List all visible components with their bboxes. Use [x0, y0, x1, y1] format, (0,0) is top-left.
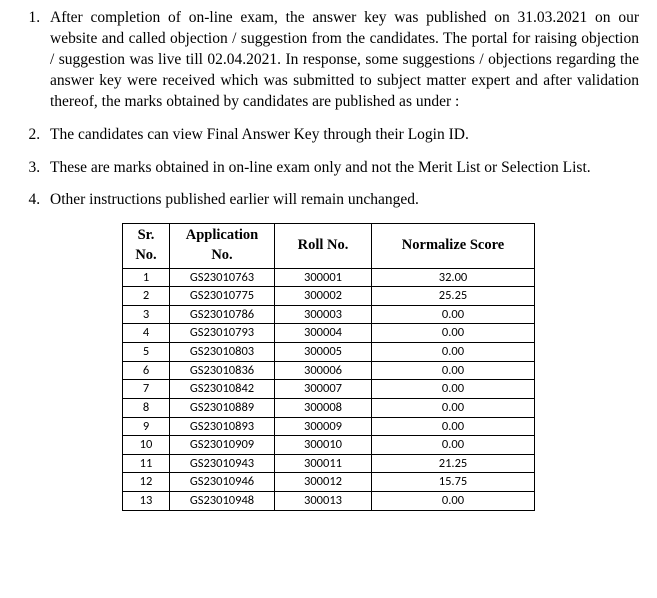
table-cell: 300012: [275, 473, 372, 492]
table-cell: 9: [123, 417, 170, 436]
table-cell: 300002: [275, 287, 372, 306]
table-cell: GS23010948: [170, 492, 275, 511]
table-row: 1GS2301076330000132.00: [123, 268, 535, 287]
table-row: 9GS230108933000090.00: [123, 417, 535, 436]
table-cell: GS23010893: [170, 417, 275, 436]
table-cell: 25.25: [372, 287, 535, 306]
table-cell: GS23010909: [170, 436, 275, 455]
table-cell: GS23010775: [170, 287, 275, 306]
table-cell: 5: [123, 343, 170, 362]
table-cell: 300004: [275, 324, 372, 343]
table-header-row: Sr. No. Application No. Roll No. Normali…: [123, 224, 535, 268]
table-cell: 4: [123, 324, 170, 343]
table-cell: 3: [123, 305, 170, 324]
table-cell: 0.00: [372, 343, 535, 362]
table-row: 8GS230108893000080.00: [123, 398, 535, 417]
table-cell: 0.00: [372, 361, 535, 380]
table-cell: 21.25: [372, 454, 535, 473]
table-cell: 300001: [275, 268, 372, 287]
table-row: 6GS230108363000060.00: [123, 361, 535, 380]
list-item: These are marks obtained in on-line exam…: [44, 158, 639, 179]
table-cell: 0.00: [372, 492, 535, 511]
table-cell: 300005: [275, 343, 372, 362]
table-cell: 300008: [275, 398, 372, 417]
col-header-score: Normalize Score: [372, 224, 535, 268]
table-cell: GS23010836: [170, 361, 275, 380]
table-cell: 13: [123, 492, 170, 511]
table-cell: 0.00: [372, 305, 535, 324]
list-item: After completion of on-line exam, the an…: [44, 8, 639, 113]
table-cell: 300007: [275, 380, 372, 399]
table-cell: 6: [123, 361, 170, 380]
table-cell: 8: [123, 398, 170, 417]
score-table: Sr. No. Application No. Roll No. Normali…: [122, 223, 535, 510]
table-cell: 0.00: [372, 380, 535, 399]
table-cell: 11: [123, 454, 170, 473]
table-cell: 7: [123, 380, 170, 399]
table-cell: GS23010946: [170, 473, 275, 492]
table-cell: GS23010889: [170, 398, 275, 417]
col-header-sr: Sr. No.: [123, 224, 170, 268]
table-cell: GS23010793: [170, 324, 275, 343]
table-cell: 32.00: [372, 268, 535, 287]
score-table-body: 1GS2301076330000132.002GS230107753000022…: [123, 268, 535, 510]
table-cell: GS23010943: [170, 454, 275, 473]
table-cell: 0.00: [372, 398, 535, 417]
table-cell: 12: [123, 473, 170, 492]
table-cell: 300006: [275, 361, 372, 380]
list-item: The candidates can view Final Answer Key…: [44, 125, 639, 146]
table-cell: 0.00: [372, 436, 535, 455]
table-row: 2GS2301077530000225.25: [123, 287, 535, 306]
numbered-list: After completion of on-line exam, the an…: [18, 8, 639, 211]
table-row: 11GS2301094330001121.25: [123, 454, 535, 473]
table-cell: GS23010786: [170, 305, 275, 324]
table-cell: 10: [123, 436, 170, 455]
table-cell: 300013: [275, 492, 372, 511]
table-row: 5GS230108033000050.00: [123, 343, 535, 362]
col-header-roll: Roll No.: [275, 224, 372, 268]
table-cell: GS23010842: [170, 380, 275, 399]
table-cell: 300003: [275, 305, 372, 324]
table-cell: 300011: [275, 454, 372, 473]
col-header-app: Application No.: [170, 224, 275, 268]
table-row: 13GS230109483000130.00: [123, 492, 535, 511]
table-cell: GS23010763: [170, 268, 275, 287]
table-row: 3GS230107863000030.00: [123, 305, 535, 324]
table-row: 4GS230107933000040.00: [123, 324, 535, 343]
table-cell: GS23010803: [170, 343, 275, 362]
list-item: Other instructions published earlier wil…: [44, 190, 639, 211]
table-cell: 0.00: [372, 324, 535, 343]
table-cell: 15.75: [372, 473, 535, 492]
table-row: 12GS2301094630001215.75: [123, 473, 535, 492]
table-cell: 1: [123, 268, 170, 287]
table-cell: 300009: [275, 417, 372, 436]
table-cell: 0.00: [372, 417, 535, 436]
table-cell: 2: [123, 287, 170, 306]
table-row: 10GS230109093000100.00: [123, 436, 535, 455]
table-row: 7GS230108423000070.00: [123, 380, 535, 399]
table-cell: 300010: [275, 436, 372, 455]
